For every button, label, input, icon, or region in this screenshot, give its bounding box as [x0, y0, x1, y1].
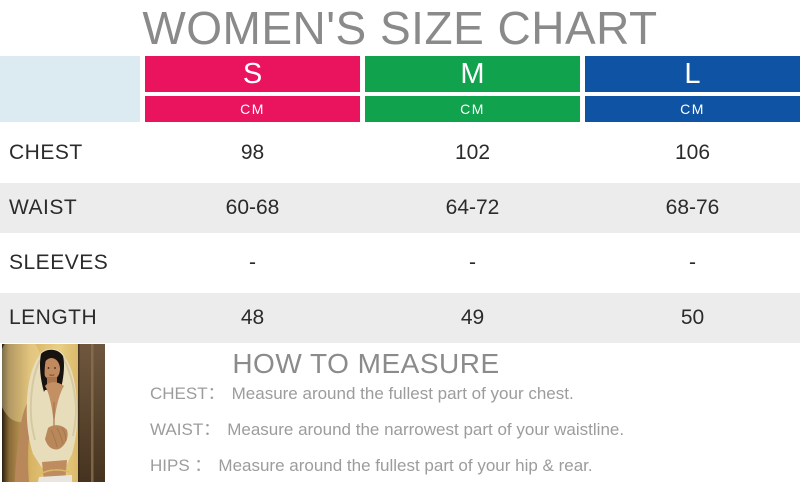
table-row-waist: WAIST 60-68 64-72 68-76 — [0, 183, 800, 233]
cell-value: 60-68 — [225, 196, 280, 219]
measure-text: Measure around the fullest part of your … — [218, 456, 593, 475]
size-header-l: L — [585, 56, 800, 92]
model-photo-illustration — [2, 344, 105, 482]
measure-instructions: CHEST： Measure around the fullest part of… — [150, 384, 624, 492]
row-label: LENGTH — [9, 306, 98, 329]
measure-text: Measure around the narrowest part of you… — [227, 420, 625, 439]
row-label: WAIST — [9, 196, 78, 219]
corner-cell — [0, 56, 140, 122]
size-chart-body: CHEST 98 102 106 WAIST 60-68 64-72 68-76… — [0, 128, 800, 343]
table-row-chest: CHEST 98 102 106 — [0, 128, 800, 178]
page-title: WOMEN'S SIZE CHART — [142, 2, 658, 54]
table-row-sleeves: SLEEVES - - - — [0, 238, 800, 288]
measure-instruction-waist: WAIST： Measure around the narrowest part … — [150, 420, 624, 440]
cell-value: 106 — [674, 141, 711, 164]
cell-value: 102 — [454, 141, 491, 164]
cell-value: 49 — [460, 306, 485, 329]
measure-label: WAIST： — [150, 420, 221, 439]
unit-cell-m: CM — [365, 96, 580, 122]
size-header-s: S — [145, 56, 360, 92]
measure-text: Measure around the fullest part of your … — [231, 384, 574, 403]
cell-value: 64-72 — [445, 196, 500, 219]
size-chart-header: S M L CM CM CM — [0, 56, 800, 122]
unit-cell-l: CM — [585, 96, 800, 122]
cell-value: 68-76 — [665, 196, 720, 219]
unit-cell-s: CM — [145, 96, 360, 122]
table-row-length: LENGTH 48 49 50 — [0, 293, 800, 343]
cell-value: - — [249, 251, 256, 274]
cell-value: 48 — [240, 306, 265, 329]
measure-label: HIPS ： — [150, 456, 212, 475]
cell-value: 50 — [680, 306, 705, 329]
cell-value: 98 — [240, 141, 265, 164]
how-to-measure-section: HOW TO MEASURE CHEST： Measure around the … — [0, 343, 800, 482]
row-label: CHEST — [9, 141, 83, 164]
how-to-measure-heading: HOW TO MEASURE — [232, 348, 500, 379]
measure-instruction-hips: HIPS ： Measure around the fullest part of… — [150, 456, 624, 476]
measure-label: CHEST： — [150, 384, 225, 403]
row-label: SLEEVES — [9, 251, 109, 274]
size-header-m: M — [365, 56, 580, 92]
cell-value: - — [469, 251, 476, 274]
cell-value: - — [689, 251, 696, 274]
model-photo — [2, 344, 105, 482]
measure-instruction-chest: CHEST： Measure around the fullest part of… — [150, 384, 624, 404]
